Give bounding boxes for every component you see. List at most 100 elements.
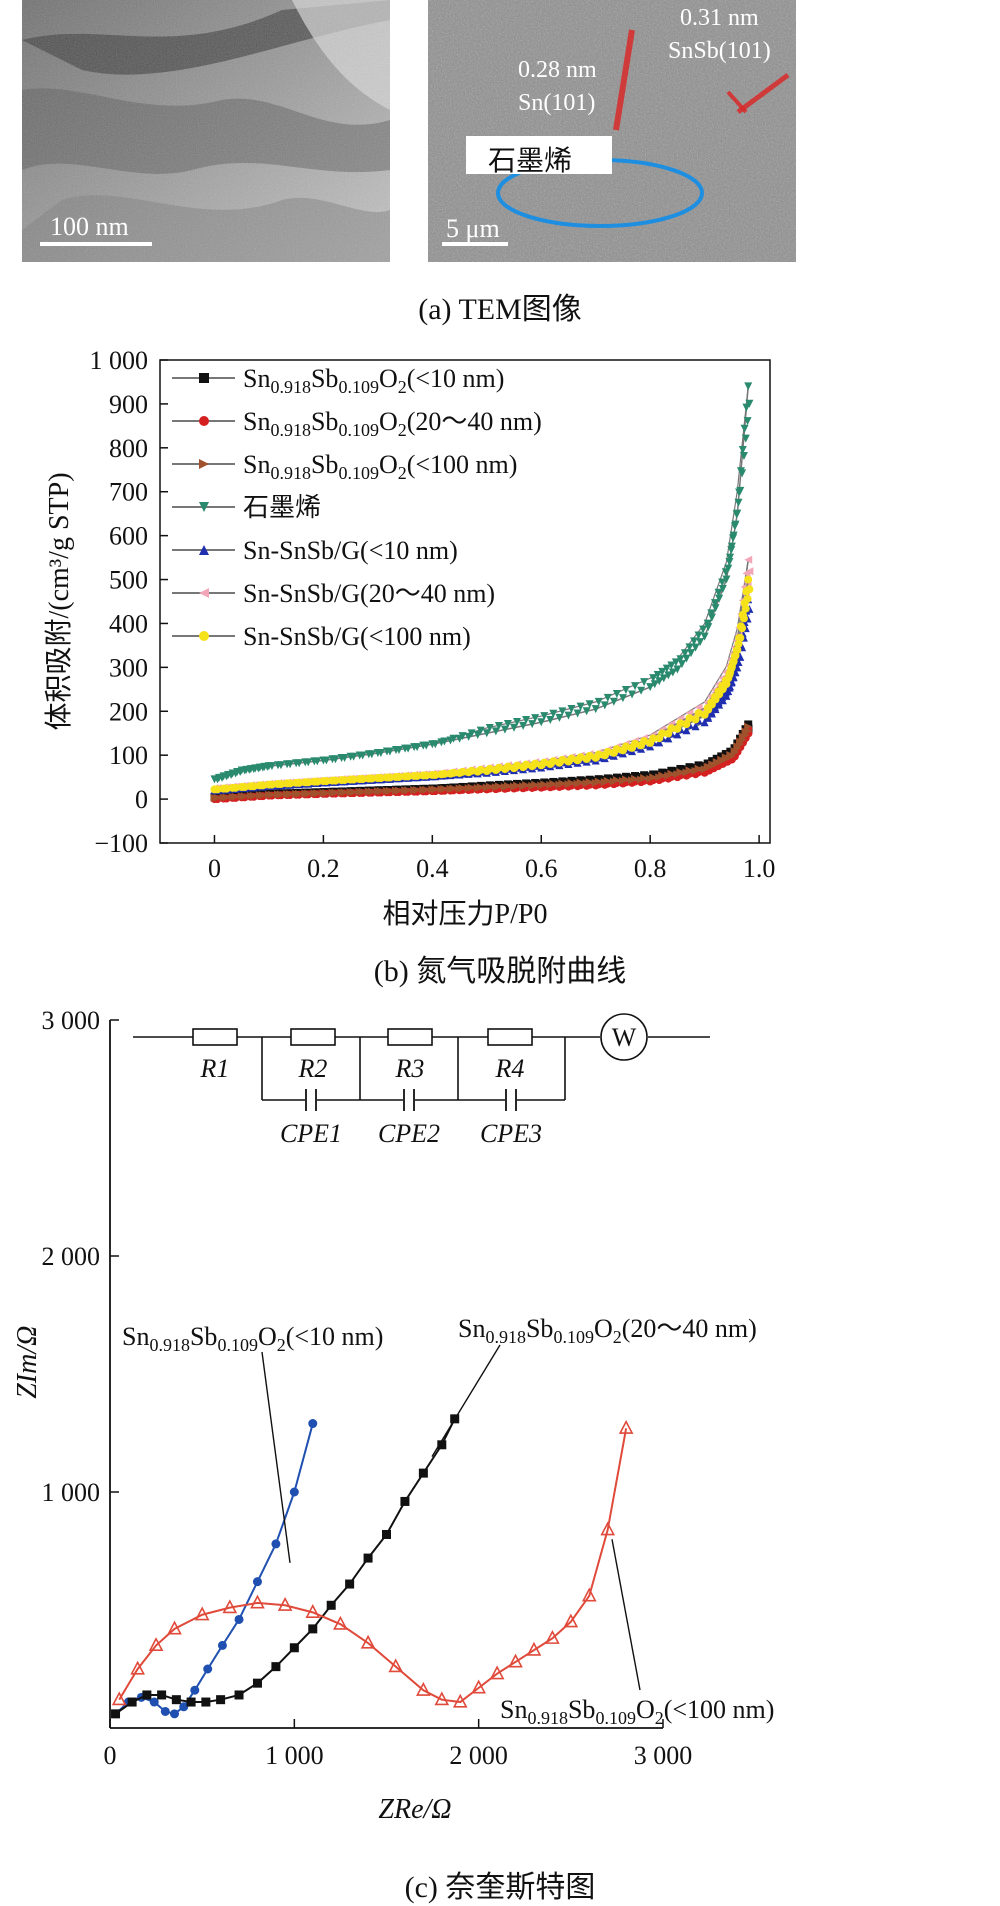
data-point: [600, 1521, 616, 1536]
data-point: [250, 1594, 265, 1609]
data-point: [333, 1615, 348, 1630]
data-point: [513, 718, 522, 727]
data-point: [700, 718, 709, 727]
legend-marker: [199, 459, 209, 469]
data-point: [179, 1702, 189, 1712]
data-point: [277, 761, 286, 770]
data-point: [234, 1614, 244, 1624]
data-point: [576, 702, 585, 711]
data-point: [422, 741, 431, 750]
x-tick-label: 0.2: [307, 854, 340, 883]
data-point: [740, 424, 749, 433]
data-point: [249, 791, 258, 800]
data-point: [130, 1660, 145, 1675]
data-point: [715, 594, 724, 603]
data-point: [585, 775, 594, 784]
data-point: [528, 720, 537, 729]
data-point: [558, 777, 567, 786]
data-point: [400, 1496, 410, 1506]
data-point: [649, 773, 658, 782]
data-point: [576, 778, 585, 787]
x-tick-label: 0: [208, 854, 221, 883]
y-tick-label: 1 000: [90, 346, 149, 375]
annotation-leader: [261, 1351, 291, 1563]
data-point: [612, 773, 621, 782]
data-point: [295, 778, 304, 787]
data-point: [655, 738, 664, 747]
data-point: [471, 1679, 486, 1694]
data-point: [385, 773, 394, 782]
resistor-symbol: [290, 1028, 336, 1046]
data-point: [360, 1634, 376, 1649]
data-point: [653, 671, 662, 680]
data-point: [277, 780, 286, 789]
data-point: [621, 686, 630, 695]
fit-line: [114, 1423, 314, 1715]
data-point: [682, 654, 691, 663]
data-point: [503, 762, 512, 771]
legend-marker: [199, 416, 209, 426]
data-point: [458, 784, 467, 793]
data-point: [508, 1653, 523, 1668]
data-point: [694, 631, 703, 640]
data-point: [567, 778, 576, 787]
data-point: [340, 788, 349, 797]
data-point: [546, 716, 555, 725]
data-point: [367, 787, 376, 796]
data-point: [482, 729, 491, 738]
data-point: [295, 789, 304, 798]
warburg-label: W: [612, 1023, 637, 1052]
tem-image-right-graphic: [428, 0, 796, 262]
data-point: [304, 778, 313, 787]
data-point: [349, 752, 358, 761]
data-point: [111, 1691, 127, 1706]
data-point: [691, 722, 700, 731]
data-point: [222, 784, 231, 793]
data-point: [612, 689, 621, 698]
data-point: [621, 772, 630, 781]
data-point: [540, 712, 549, 721]
data-point: [655, 677, 664, 686]
data-point: [510, 723, 519, 732]
y-axis-title: ZIm/Ω: [12, 1326, 43, 1399]
series-1: [111, 1414, 460, 1719]
legend-marker: [199, 545, 209, 555]
data-point: [322, 777, 331, 786]
data-point: [640, 737, 649, 746]
y-tick-label: 0: [135, 785, 148, 814]
legend-label: Sn0.918Sb0.109O2(<10 nm): [243, 364, 504, 397]
data-point: [286, 760, 295, 769]
data-point: [367, 750, 376, 759]
data-point: [440, 769, 449, 778]
data-point: [567, 776, 576, 785]
data-point: [733, 645, 742, 654]
data-point: [691, 715, 700, 724]
y-tick-label: 2 000: [42, 1242, 101, 1271]
data-point: [736, 467, 745, 476]
data-point: [585, 751, 594, 760]
x-tick-label: 0: [104, 1741, 117, 1770]
data-point: [718, 585, 727, 594]
data-point: [485, 764, 494, 773]
data-point: [385, 747, 394, 756]
data-point: [503, 781, 512, 790]
left-scale-bar-label: 100 nm: [50, 212, 129, 241]
data-point: [745, 567, 754, 576]
data-point: [231, 783, 240, 792]
data-point: [422, 785, 431, 794]
x-axis-title: ZRe/Ω: [378, 1794, 451, 1825]
data-point: [531, 780, 540, 789]
data-point: [715, 700, 724, 709]
data-point: [664, 671, 673, 680]
data-point: [744, 555, 753, 564]
data-point: [213, 793, 222, 802]
legend-label: Sn-SnSb/G(20～40 nm): [243, 579, 495, 608]
data-point: [563, 1613, 579, 1628]
data-point: [331, 788, 340, 797]
plot-frame: [159, 359, 771, 844]
data-point: [631, 774, 640, 783]
data-point: [395, 746, 404, 755]
data-point: [467, 766, 476, 775]
data-point: [696, 638, 705, 647]
data-point: [582, 707, 591, 716]
